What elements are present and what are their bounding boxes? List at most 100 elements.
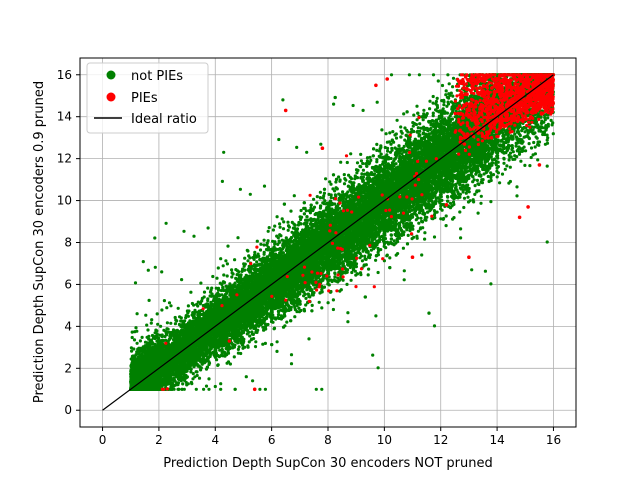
data-point-not-pies [146,336,149,339]
data-point-not-pies [149,339,152,342]
data-point-not-pies [148,299,151,302]
data-point-not-pies [142,260,145,263]
data-point-not-pies [155,377,158,380]
data-point-not-pies [139,373,142,376]
data-point-not-pies [207,388,210,391]
data-point-not-pies [151,381,154,384]
data-point-not-pies [137,347,140,350]
data-point-not-pies [192,372,195,375]
data-point-not-pies [147,360,150,363]
data-point-not-pies [163,299,166,302]
data-point-not-pies [182,230,185,233]
data-point-not-pies [156,323,159,326]
data-point-not-pies [178,378,181,381]
data-point-not-pies [195,360,198,363]
data-point-not-pies [181,382,184,385]
data-point-not-pies [156,332,159,335]
data-point-not-pies [185,383,188,386]
data-point-not-pies [142,363,145,366]
data-point-not-pies [181,388,184,391]
data-point-not-pies [153,347,156,350]
data-point-not-pies [202,388,205,391]
data-point-not-pies [160,308,163,311]
data-point-not-pies [145,379,148,382]
data-point-not-pies [144,350,147,353]
data-point-not-pies [187,304,190,307]
data-point-not-pies [147,269,150,272]
data-point-not-pies [142,388,145,391]
data-point-not-pies [134,326,137,329]
data-point-not-pies [208,362,211,365]
data-point-not-pies [177,381,180,384]
data-point-not-pies [199,282,202,285]
data-point-not-pies [150,322,153,325]
data-point-not-pies [130,350,133,353]
data-point-not-pies [130,381,133,384]
data-point-not-pies [142,382,145,385]
data-point-not-pies [130,346,133,349]
data-point-not-pies [210,287,213,290]
data-point-not-pies [206,310,209,313]
data-point-not-pies [145,324,148,327]
data-point-not-pies [149,363,152,366]
data-point-not-pies [154,266,157,269]
data-point-not-pies [145,372,148,375]
data-point-not-pies [166,321,169,324]
data-point-not-pies [198,377,201,380]
data-point-not-pies [156,312,159,315]
data-point-not-pies [134,281,137,284]
data-point-not-pies [211,308,214,311]
data-point-not-pies [190,382,193,385]
data-point-not-pies [134,371,137,374]
data-point-not-pies [137,387,140,390]
data-point-not-pies [133,355,136,358]
data-point-not-pies [186,363,189,366]
data-point-not-pies [195,388,198,391]
data-point-not-pies [144,366,147,369]
data-point-not-pies [138,369,141,372]
data-point-not-pies [165,306,168,309]
data-point-not-pies [191,377,194,380]
data-point-not-pies [130,362,133,365]
data-point-not-pies [136,342,139,345]
data-point-not-pies [162,329,165,332]
data-point-not-pies [154,329,157,332]
data-point-not-pies [177,388,180,391]
data-point-not-pies [150,343,153,346]
data-point-not-pies [149,352,152,355]
data-point-not-pies [141,336,144,339]
data-point-not-pies [153,361,156,364]
data-point-not-pies [135,330,138,333]
data-point-not-pies [147,384,150,387]
data-point-not-pies [150,318,153,321]
data-point-not-pies [206,299,209,302]
data-point-not-pies [130,365,133,368]
data-point-not-pies [169,322,172,325]
data-point-not-pies [139,339,142,342]
data-point-not-pies [135,381,138,384]
data-point-not-pies [195,370,198,373]
data-point-not-pies [180,329,183,332]
data-point-not-pies [137,365,140,368]
data-point-not-pies [210,295,213,298]
data-point-not-pies [137,360,140,363]
data-point-not-pies [130,371,133,374]
data-point-not-pies [133,338,136,341]
data-point-not-pies [144,314,147,317]
data-point-not-pies [211,275,214,278]
data-point-not-pies [192,304,195,307]
data-point-not-pies [180,316,183,319]
data-point-not-pies [174,322,177,325]
data-point-not-pies [203,291,206,294]
data-point-not-pies [180,278,183,281]
data-point-not-pies [159,325,162,328]
data-point-not-pies [131,376,134,379]
data-point-not-pies [135,374,138,377]
data-point-not-pies [148,388,151,391]
data-point-not-pies [170,384,173,387]
data-point-not-pies [165,222,168,225]
data-point-not-pies [138,350,141,353]
data-point-not-pies [206,287,209,290]
data-point-not-pies [131,336,134,339]
